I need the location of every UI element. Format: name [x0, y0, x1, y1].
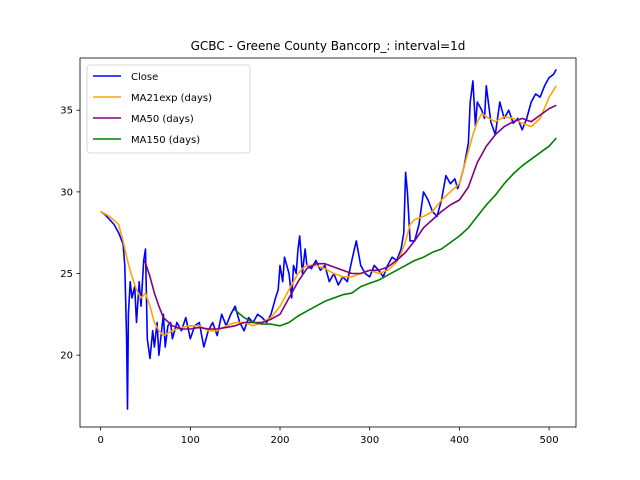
x-tick-label-0: 0: [97, 435, 103, 446]
legend-label-2: MA50 (days): [131, 114, 194, 125]
y-tick-label-3: 35: [60, 106, 73, 117]
x-tick-label-3: 300: [360, 435, 379, 446]
plot-frame: [79, 57, 577, 428]
y-tick-label-1: 25: [60, 269, 73, 280]
y-axis: 20 25 30 35: [60, 106, 80, 362]
series-line-2: [143, 104, 557, 330]
y-tick-label-0: 20: [60, 351, 73, 362]
x-tick-label-2: 200: [270, 435, 289, 446]
x-tick-label-1: 100: [181, 435, 200, 446]
x-axis: 0 100 200 300 400 500: [97, 427, 559, 446]
series-line-1: [100, 85, 557, 337]
chart-title: GCBC - Greene County Bancorp_: interval=…: [191, 39, 466, 53]
y-tick-label-2: 30: [60, 187, 73, 198]
series-line-3: [233, 137, 557, 327]
x-tick-label-4: 400: [450, 435, 469, 446]
legend-box: [86, 64, 251, 154]
plot-lines: [100, 69, 558, 410]
series-line-0: [100, 69, 558, 410]
legend-label-0: Close: [131, 72, 158, 83]
legend-label-1: MA21exp (days): [131, 93, 212, 104]
x-tick-label-5: 500: [540, 435, 559, 446]
legend-label-3: MA150 (days): [131, 135, 200, 146]
legend: Close MA21exp (days) MA50 (days) MA150 (day…: [86, 64, 251, 154]
